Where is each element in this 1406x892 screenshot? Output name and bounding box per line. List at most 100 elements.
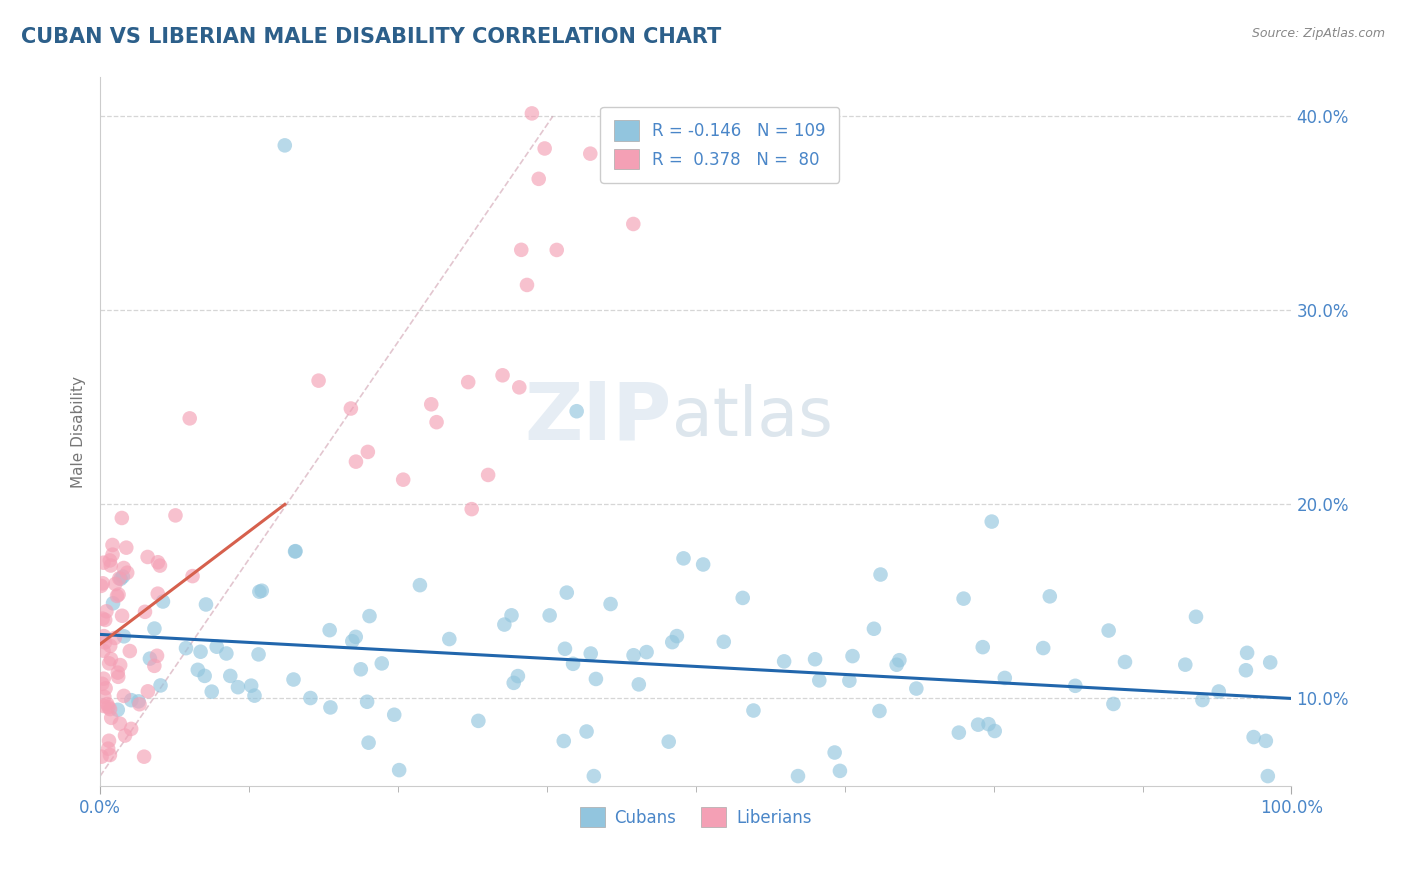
Legend: Cubans, Liberians: Cubans, Liberians [572, 800, 818, 834]
Point [579, 146, 602, 161]
Point [108, 571, 131, 585]
Point [101, 538, 124, 552]
Point [579, 647, 602, 661]
Point [538, 608, 561, 623]
Point [1254, 734, 1277, 748]
Point [96, 604, 118, 618]
Point [546, 243, 568, 257]
Point [101, 596, 124, 610]
Point [1039, 590, 1062, 604]
Point [555, 585, 578, 599]
Point [1236, 646, 1258, 660]
Point [165, 508, 187, 523]
Point [661, 635, 683, 649]
Point [205, 640, 228, 654]
Point [91, 677, 114, 691]
Point [136, 684, 159, 698]
Point [356, 695, 378, 709]
Point [1185, 609, 1208, 624]
Point [91, 576, 114, 591]
Point [350, 662, 373, 676]
Point [107, 703, 129, 717]
Point [502, 676, 524, 690]
Point [1174, 657, 1197, 672]
Y-axis label: Male Disability: Male Disability [72, 376, 86, 488]
Point [190, 645, 212, 659]
Point [143, 658, 166, 673]
Point [804, 652, 827, 666]
Point [107, 665, 129, 680]
Point [284, 544, 307, 558]
Point [457, 375, 479, 389]
Point [382, 707, 405, 722]
Point [460, 502, 482, 516]
Point [426, 415, 449, 429]
Point [658, 734, 681, 748]
Point [1102, 697, 1125, 711]
Point [146, 555, 169, 569]
Point [980, 515, 1002, 529]
Point [243, 689, 266, 703]
Point [90, 749, 112, 764]
Point [599, 597, 621, 611]
Point [318, 623, 340, 637]
Point [972, 640, 994, 654]
Point [477, 467, 499, 482]
Point [98, 639, 121, 653]
Point [98, 657, 121, 671]
Point [869, 567, 891, 582]
Point [93, 672, 115, 686]
Point [1098, 624, 1121, 638]
Point [101, 548, 124, 562]
Point [149, 678, 172, 692]
Point [94, 635, 117, 649]
Point [114, 729, 136, 743]
Point [107, 670, 129, 684]
Point [120, 722, 142, 736]
Point [575, 724, 598, 739]
Point [274, 138, 297, 153]
Point [93, 629, 115, 643]
Point [841, 649, 863, 664]
Point [506, 669, 529, 683]
Point [889, 653, 911, 667]
Point [439, 632, 461, 646]
Point [742, 704, 765, 718]
Point [863, 622, 886, 636]
Point [115, 566, 138, 580]
Point [143, 622, 166, 636]
Point [1234, 663, 1257, 677]
Point [93, 690, 115, 704]
Point [520, 106, 543, 120]
Point [100, 652, 122, 666]
Point [342, 634, 364, 648]
Point [100, 711, 122, 725]
Text: Source: ZipAtlas.com: Source: ZipAtlas.com [1251, 27, 1385, 40]
Point [299, 691, 322, 706]
Point [508, 380, 530, 394]
Text: CUBAN VS LIBERIAN MALE DISABILITY CORRELATION CHART: CUBAN VS LIBERIAN MALE DISABILITY CORREL… [21, 27, 721, 46]
Point [773, 654, 796, 668]
Point [100, 558, 122, 573]
Point [149, 558, 172, 573]
Point [194, 669, 217, 683]
Text: atlas: atlas [672, 384, 832, 450]
Point [967, 717, 990, 731]
Point [994, 671, 1017, 685]
Point [371, 657, 394, 671]
Point [98, 747, 121, 762]
Point [501, 608, 523, 623]
Point [194, 598, 217, 612]
Point [886, 657, 908, 672]
Point [120, 693, 142, 707]
Point [181, 569, 204, 583]
Point [283, 673, 305, 687]
Point [516, 277, 538, 292]
Point [1114, 655, 1136, 669]
Point [94, 613, 117, 627]
Point [146, 648, 169, 663]
Point [1208, 684, 1230, 698]
Text: ZIP: ZIP [524, 378, 672, 457]
Point [627, 677, 650, 691]
Point [824, 746, 846, 760]
